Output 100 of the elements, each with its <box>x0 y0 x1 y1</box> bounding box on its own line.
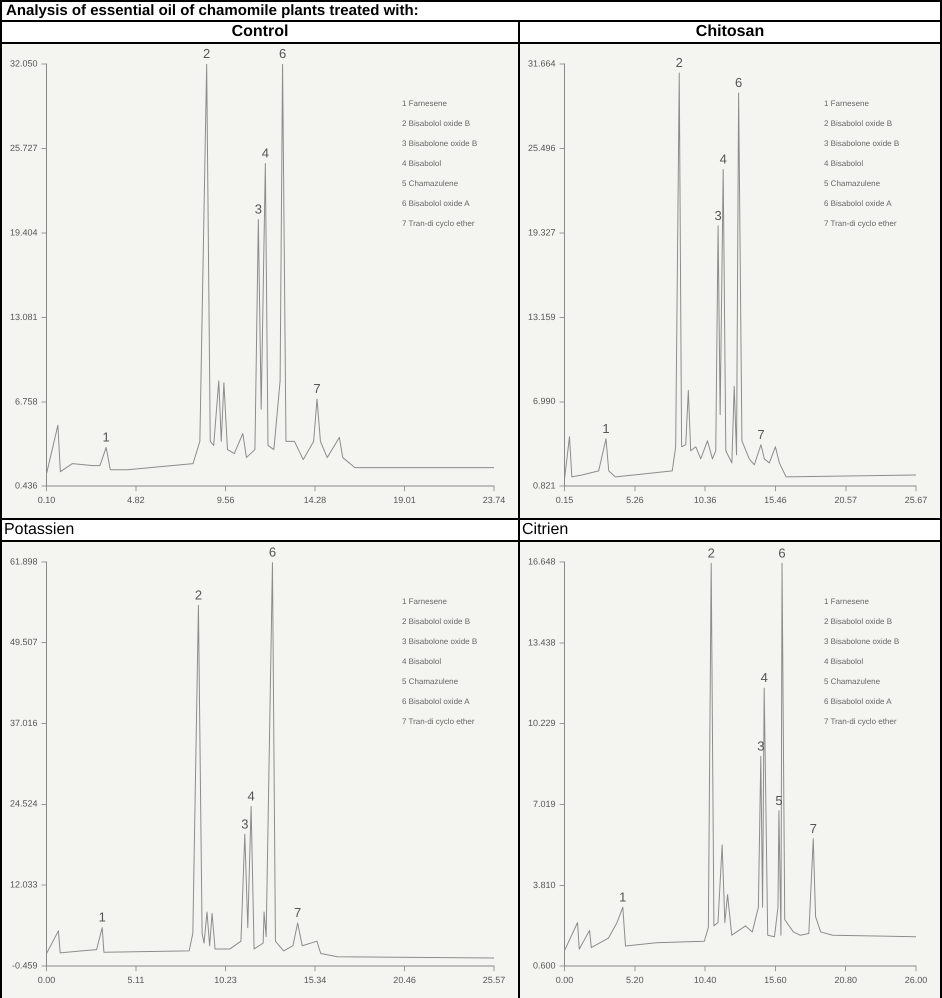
y-tick-label: 32.050 <box>10 58 38 68</box>
x-tick-label: 0.10 <box>38 495 56 506</box>
annotation: 5 Chamazulene <box>824 677 881 686</box>
annotation: 2 Bisabolol oxide B <box>402 119 470 128</box>
annotation: 2 Bisabolol oxide B <box>402 617 470 626</box>
annotation: 3 Bisabolone oxide B <box>824 139 900 148</box>
y-tick-label: 49.507 <box>10 636 38 647</box>
annotation: 3 <box>241 816 248 832</box>
annotation: 6 <box>278 46 286 62</box>
x-tick-label: 25.57 <box>482 975 506 986</box>
x-tick-label: 5.20 <box>626 975 644 986</box>
chart-subtitle: Control <box>2 22 518 44</box>
annotation: 2 <box>203 46 210 62</box>
y-tick-label: 61.898 <box>10 556 38 566</box>
y-tick-label: 19.404 <box>10 227 38 238</box>
annotation: 7 Tran-di cyclo ether <box>824 717 897 726</box>
chart-title: Chitosan <box>520 22 940 44</box>
annotation: 4 <box>720 152 727 167</box>
annotation: 4 <box>247 788 255 804</box>
annotation: 1 Farnesene <box>402 597 448 606</box>
y-tick-label: 6.758 <box>14 396 38 406</box>
y-tick-label: 37.016 <box>10 718 38 728</box>
annotation: 7 Tran-di cyclo ether <box>824 219 897 228</box>
annotation: 3 Bisabolone oxide B <box>824 637 900 646</box>
annotation: 4 Bisabolol <box>824 657 864 666</box>
x-tick-label: 15.34 <box>304 975 326 986</box>
y-tick-label: 16.648 <box>528 556 556 566</box>
annotation: 2 <box>676 55 683 70</box>
annotation: 7 <box>810 820 817 836</box>
annotation: 1 <box>102 429 110 444</box>
y-tick-label: 7.019 <box>532 799 556 810</box>
annotation: 2 Bisabolol oxide B <box>824 119 892 128</box>
chart-title: Analysis of essential oil of chamomile plants treated with: <box>1 1 942 21</box>
x-tick-label: 26.00 <box>904 975 928 986</box>
annotation: 1 <box>98 910 106 925</box>
x-tick-label: 20.46 <box>393 975 416 986</box>
chart-title: Citrien <box>520 520 940 542</box>
x-tick-label: 0.15 <box>556 495 574 506</box>
x-tick-label: 0.00 <box>38 975 56 986</box>
x-tick-label: 25.67 <box>904 495 928 506</box>
annotation: 2 <box>708 545 715 560</box>
annotation: 4 <box>262 146 269 161</box>
x-tick-label: 5.11 <box>128 975 144 986</box>
x-tick-label: 20.57 <box>834 495 858 506</box>
annotation: 6 Bisabolol oxide A <box>402 697 470 706</box>
y-tick-label: 0.821 <box>532 480 556 491</box>
y-tick-label: 19.327 <box>528 227 556 238</box>
x-tick-label: 20.80 <box>834 975 857 986</box>
annotation: 3 Bisabolone oxide B <box>402 637 478 646</box>
annotation: 6 Bisabolol oxide A <box>824 697 892 706</box>
y-tick-label: 25.727 <box>10 142 38 153</box>
annotation: 1 Farnesene <box>824 99 870 108</box>
x-tick-label: 23.74 <box>482 495 506 506</box>
chart-title: Potassien <box>2 520 518 542</box>
y-tick-label: 24.524 <box>10 798 38 809</box>
x-tick-label: 0.00 <box>556 975 574 986</box>
x-tick-label: 4.82 <box>127 495 145 506</box>
y-tick-label: -0.459 <box>12 960 38 971</box>
annotation: 3 Bisabolone oxide B <box>402 139 478 148</box>
annotation: 6 Bisabolol oxide A <box>824 199 892 208</box>
x-tick-label: 5.26 <box>626 495 644 506</box>
annotation: 1 Farnesene <box>402 99 448 108</box>
annotation: 7 <box>313 381 321 396</box>
y-tick-label: 13.159 <box>528 312 556 322</box>
x-tick-label: 9.56 <box>216 495 234 506</box>
x-tick-label: 10.36 <box>694 495 716 506</box>
y-tick-label: 0.600 <box>532 960 556 971</box>
annotation: 7 <box>757 426 765 442</box>
annotation: 5 Chamazulene <box>824 179 881 188</box>
annotation: 6 <box>268 544 276 560</box>
annotation: 6 Bisabolol oxide A <box>402 199 470 208</box>
y-tick-label: 25.496 <box>528 142 556 153</box>
annotation: 1 Farnesene <box>824 597 870 606</box>
y-tick-label: 6.990 <box>532 396 556 406</box>
y-tick-label: 12.033 <box>10 880 38 890</box>
x-tick-label: 19.01 <box>393 495 416 506</box>
x-tick-label: 10.40 <box>694 975 716 986</box>
annotation: 7 Tran-di cyclo ether <box>402 717 475 726</box>
x-tick-label: 14.28 <box>304 495 326 506</box>
annotation: 3 <box>714 208 722 223</box>
annotation: 6 <box>734 75 742 90</box>
annotation: 3 <box>254 202 262 217</box>
annotation: 4 <box>760 670 768 686</box>
annotation: 5 Chamazulene <box>402 179 459 188</box>
y-tick-label: 3.810 <box>532 880 556 890</box>
annotation: 6 <box>778 545 786 560</box>
annotation: 2 <box>194 587 202 602</box>
y-tick-label: 31.664 <box>528 58 556 68</box>
annotation: 4 Bisabolol <box>402 159 442 168</box>
annotation: 1 <box>619 889 626 904</box>
y-tick-label: 13.438 <box>528 637 556 648</box>
x-tick-label: 15.60 <box>764 975 787 986</box>
x-tick-label: 15.46 <box>764 495 787 506</box>
annotation: 2 Bisabolol oxide B <box>824 617 892 626</box>
y-tick-label: 10.229 <box>528 718 556 728</box>
annotation: 7 <box>294 905 302 920</box>
y-tick-label: 0.436 <box>14 480 38 491</box>
annotation: 5 Chamazulene <box>402 677 459 686</box>
y-tick-label: 13.081 <box>10 312 38 322</box>
annotation: 1 <box>602 420 610 436</box>
